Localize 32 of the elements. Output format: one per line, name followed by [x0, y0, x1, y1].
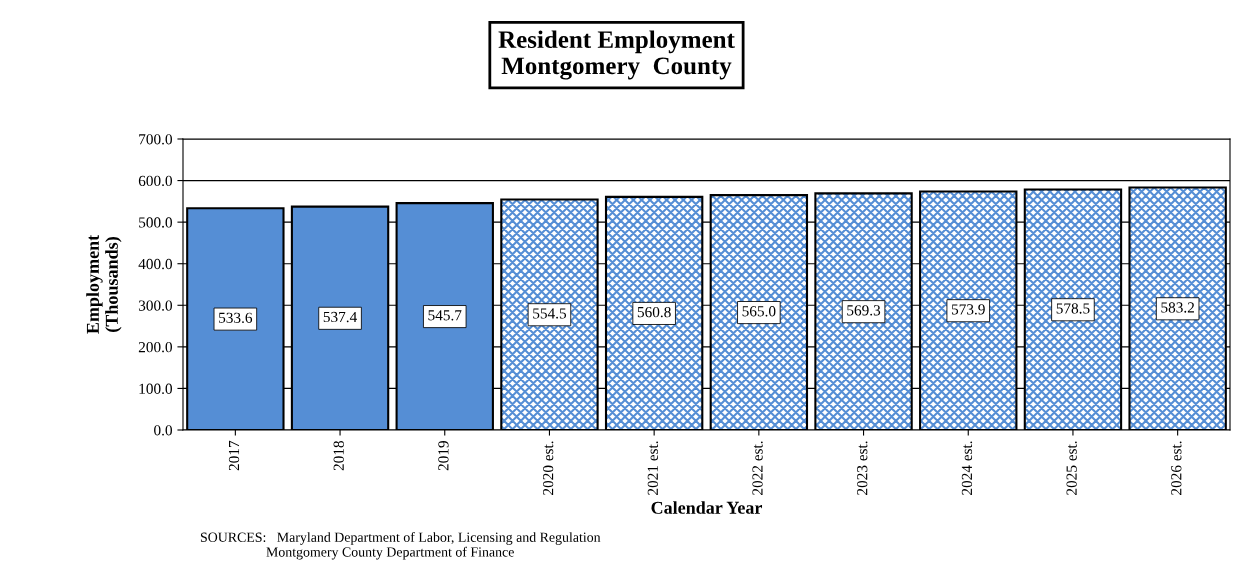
x-tick-label: 2020 est. — [542, 441, 554, 495]
x-tick-label: 2021 est. — [647, 441, 659, 495]
x-tick-label: 2017 — [228, 440, 240, 471]
y-tick-label: 500.0 — [139, 217, 172, 228]
y-tick-label: 300.0 — [138, 300, 172, 311]
data-label: 545.7 — [428, 310, 462, 321]
source-note: SOURCES: Maryland Department of Labor, Licensing and Regulation Montgomery County Department of Finance — [200, 532, 601, 560]
x-tick-label: 2019 — [438, 441, 449, 471]
x-tick-label: 2018 — [333, 441, 344, 471]
data-label: 565.0 — [742, 306, 776, 317]
data-label: 573.9 — [951, 304, 985, 315]
y-tick-label: 100.0 — [139, 383, 172, 394]
x-axis-title: Calendar Year — [651, 501, 763, 514]
data-label: 560.8 — [637, 306, 671, 318]
x-tick-label: 2023 est. — [857, 441, 868, 495]
y-tick-label: 0.0 — [154, 425, 172, 436]
y-tick-label: 600.0 — [138, 175, 172, 187]
data-label: 578.5 — [1056, 303, 1090, 314]
x-tick-label: 2025 est. — [1066, 441, 1077, 495]
data-label: 583.2 — [1161, 302, 1194, 313]
data-label: 533.6 — [219, 312, 253, 323]
data-label: 554.5 — [533, 308, 567, 319]
data-label: 569.3 — [847, 305, 881, 316]
y-tick-label: 200.0 — [138, 342, 172, 353]
data-label: 537.4 — [323, 311, 357, 323]
x-tick-label: 2022 est. — [752, 441, 763, 495]
x-tick-label: 2024 est. — [961, 441, 973, 495]
y-tick-label: 400.0 — [138, 258, 172, 270]
x-tick-label: 2026 est. — [1171, 441, 1182, 495]
y-axis-title: Employment (Thousands) — [86, 234, 122, 334]
chart-title: Resident Employment Montgomery County — [498, 30, 735, 80]
y-tick-label: 700.0 — [139, 134, 172, 145]
